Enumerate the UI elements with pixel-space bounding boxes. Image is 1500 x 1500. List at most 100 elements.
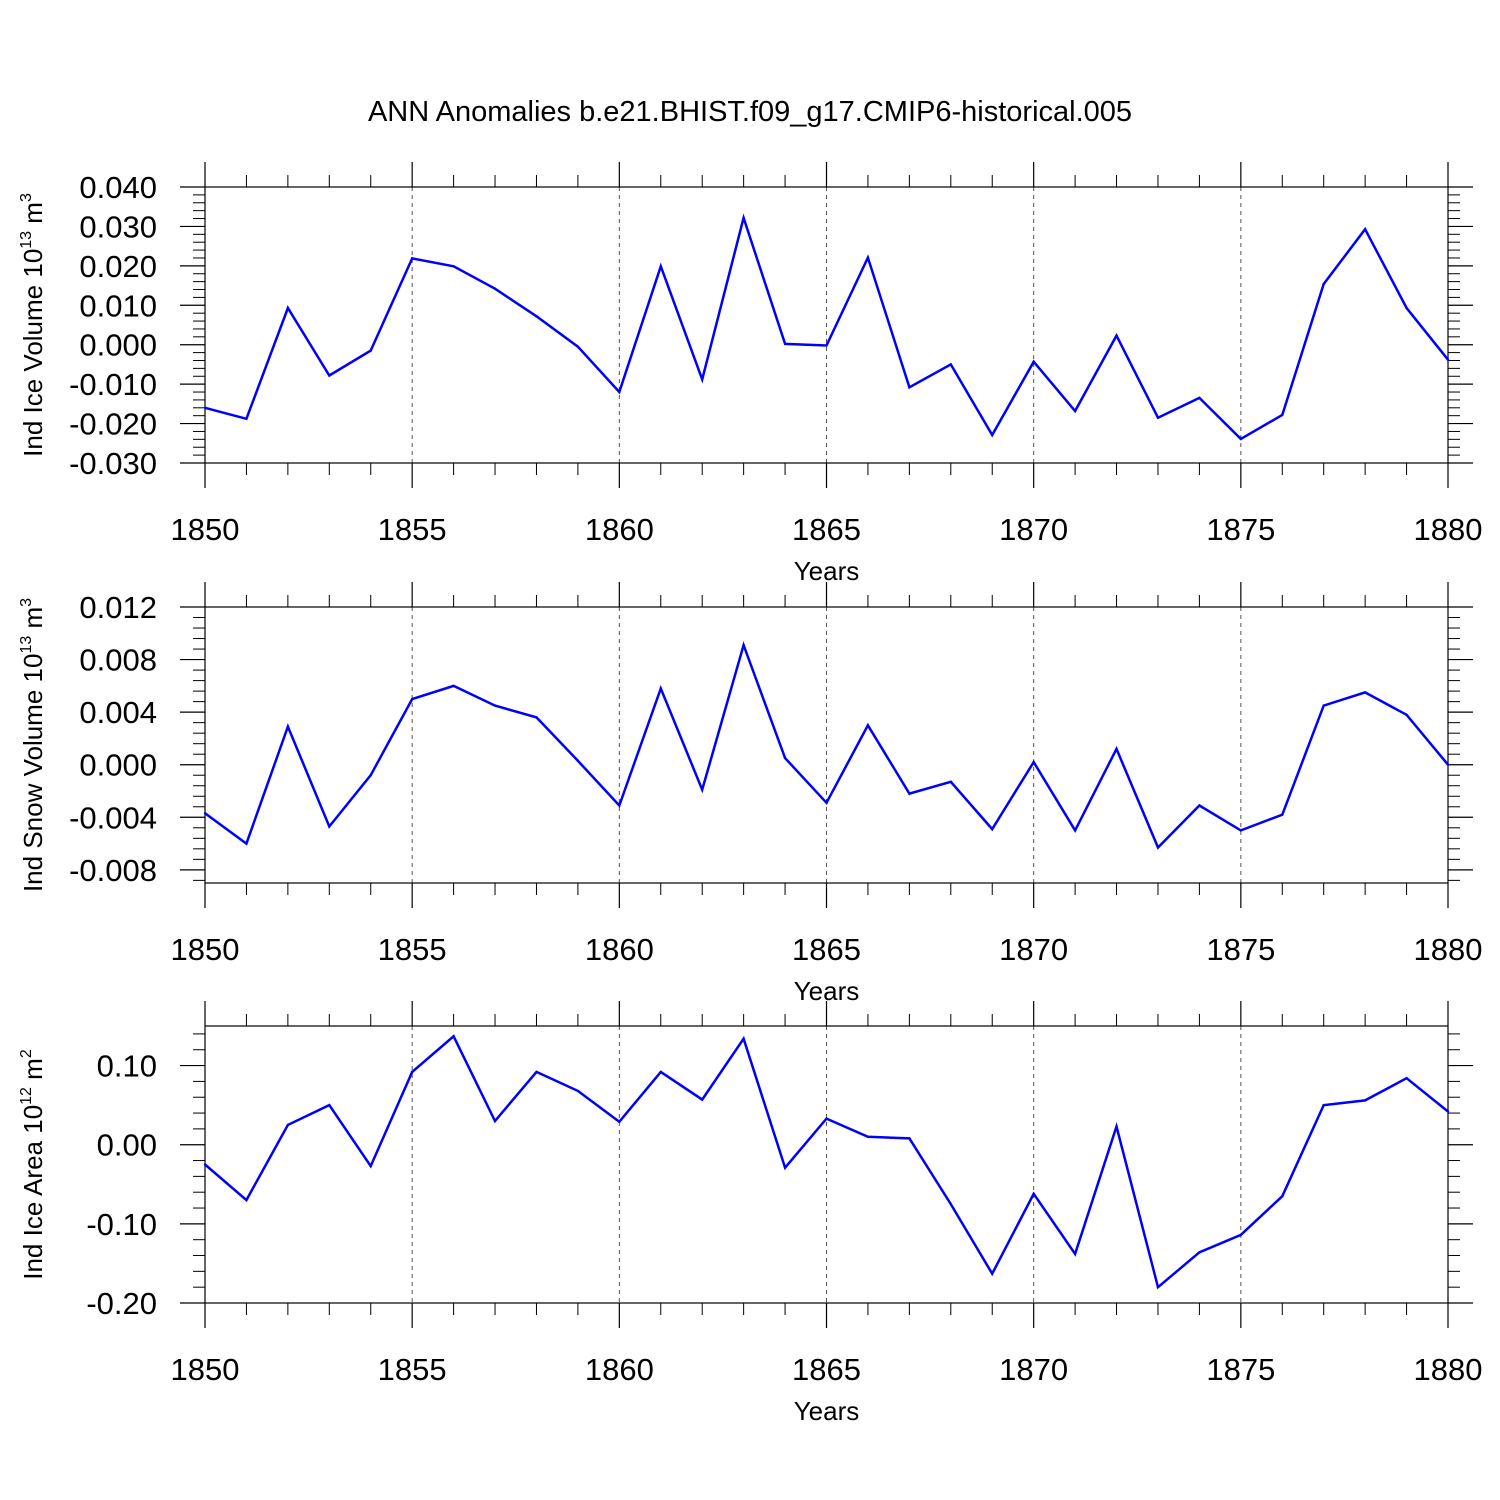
panel-1-y-axis-label: Ind Ice Volume 1013 m3: [18, 193, 48, 457]
panel-1-y-tick-label: -0.030: [69, 446, 157, 481]
panel-1-data-point: [493, 287, 497, 290]
panel-3-data-point: [452, 1035, 455, 1038]
panel-3-data-point: [369, 1164, 372, 1168]
panel-2-data-point: [825, 801, 828, 805]
panel-3-data-point: [328, 1103, 331, 1107]
panel-1-x-axis-label: Years: [794, 556, 860, 586]
panel-2-data-point: [1322, 704, 1325, 707]
panel-1-x-tick-label: 1855: [378, 512, 447, 547]
panel-2-y-tick-label: 0.000: [79, 748, 157, 783]
panel-3-y-axis-label: Ind Ice Area 1012 m2: [18, 1049, 48, 1280]
panel-2-x-tick-label: 1865: [792, 932, 861, 967]
panel-2-data-point: [535, 716, 538, 719]
panel-3-y-axis-label-part: 12: [18, 1087, 35, 1105]
panel-1-data-point: [701, 378, 704, 381]
panel-2-y-axis-label-part: 13: [18, 636, 35, 654]
panel-1-y-tick-label: 0.040: [79, 170, 157, 205]
panel-3-data-point: [1446, 1110, 1450, 1113]
panel-2-data-point: [493, 704, 497, 707]
panel-2-y-tick-label: -0.004: [69, 800, 157, 835]
panel-3-y-tick-label: -0.20: [86, 1286, 157, 1321]
panel-3-data-point: [1239, 1233, 1243, 1237]
panel-1-data-point: [618, 390, 621, 394]
panel-2-y-axis-label-part: 3: [18, 598, 35, 607]
panel-2-data-point: [783, 756, 787, 760]
panel-3-x-tick-label: 1870: [999, 1352, 1068, 1387]
panel-1-x-tick-label: 1865: [792, 512, 861, 547]
figure-title: ANN Anomalies b.e21.BHIST.f09_g17.CMIP6-…: [367, 96, 1133, 128]
panel-2-x-tick-label: 1860: [585, 932, 654, 967]
panel-2-data-point: [1281, 813, 1284, 816]
panel-2-data-point: [618, 804, 621, 807]
panel-3-x-tick-label: 1880: [1414, 1352, 1483, 1387]
panel-1-data-point: [949, 363, 952, 366]
panel-3-data-point: [286, 1123, 290, 1127]
panel-3-y-tick-label: -0.10: [86, 1207, 157, 1242]
panel-2-data-point: [742, 643, 745, 647]
panel-2-data-point: [328, 825, 331, 828]
panel-1-data-point: [1363, 227, 1367, 231]
panel-3-data-point: [1322, 1103, 1325, 1107]
panel-1-data-point: [1156, 416, 1160, 419]
panel-3-data-point: [1156, 1285, 1160, 1289]
panel-1-data-point: [1405, 306, 1408, 310]
panel-1-data-point: [1281, 413, 1284, 417]
panel-2-y-tick-label: 0.004: [79, 695, 157, 730]
panel-1-x-tick-label: 1875: [1206, 512, 1275, 547]
panel-2-data-point: [908, 792, 911, 795]
panel-1-y-tick-label: -0.020: [69, 407, 157, 442]
panel-1-x-tick-label: 1880: [1414, 512, 1483, 547]
panel-2-data-point: [701, 788, 704, 791]
panel-3-data-point: [618, 1120, 621, 1123]
panel-1-y-tick-label: 0.010: [79, 288, 157, 323]
panel-3-y-axis-label-part: m: [18, 1058, 48, 1087]
panel-1-y-axis-label-part: m: [18, 202, 48, 231]
panel-3-data-point: [493, 1119, 497, 1123]
panel-1-data-point: [908, 386, 911, 389]
panel-1-data-point: [410, 257, 414, 260]
panel-1-data-point: [659, 265, 662, 268]
panel-2-data-point: [991, 827, 994, 831]
panel-2-data-point: [1239, 829, 1243, 832]
panel-1-data-point: [1446, 358, 1450, 361]
panel-3-data-point: [410, 1070, 414, 1074]
panel-3-x-tick-label: 1865: [792, 1352, 861, 1387]
panel-3-y-tick-label: 0.00: [97, 1128, 157, 1163]
panel-1-data-point: [245, 417, 248, 421]
panel-3-data-point: [866, 1135, 870, 1139]
panel-2-data-point: [1156, 846, 1160, 849]
panel-2-y-tick-label: -0.008: [69, 853, 157, 888]
panel-2-data-point: [203, 812, 207, 815]
panel-2-data-point: [1115, 747, 1118, 751]
panel-2-data-point: [245, 842, 248, 845]
panel-2-data-point: [410, 697, 414, 701]
panel-1-y-axis-label-part: Ind Ice Volume 10: [18, 249, 48, 457]
panel-1-data-point: [452, 265, 455, 268]
panel-1-y-axis-label-part: 3: [18, 193, 35, 202]
panel-1-data-point: [1322, 282, 1325, 286]
panel-1-data-point: [535, 315, 538, 318]
panel-3-data-point: [1281, 1194, 1284, 1198]
panel-2-data-point: [286, 725, 290, 728]
panel-2-x-tick-label: 1880: [1414, 932, 1483, 967]
panel-2-data-point: [1446, 763, 1450, 766]
panel-2-data-point: [1198, 804, 1201, 807]
panel-3-data-point: [245, 1198, 248, 1202]
panel-1-data-point: [1239, 437, 1243, 441]
panel-3-y-axis-label-part: 2: [18, 1049, 35, 1058]
panel-2-y-axis-label: Ind Snow Volume 1013 m3: [18, 598, 48, 892]
panel-2-x-tick-label: 1870: [999, 932, 1068, 967]
panel-1-data-point: [369, 349, 372, 352]
panel-2-data-point: [866, 724, 870, 727]
panel-1-y-tick-label: 0.020: [79, 249, 157, 284]
panel-2-data-point: [1363, 691, 1367, 694]
panel-2-y-tick-label: 0.008: [79, 643, 157, 678]
panel-2-data-point: [452, 684, 455, 688]
panel-3-data-point: [742, 1037, 745, 1040]
panel-3-data-point: [949, 1202, 952, 1206]
panel-3-series-line: [204, 1034, 1449, 1290]
panel-1-data-point: [825, 344, 828, 347]
panel-1-data-point: [742, 216, 745, 219]
